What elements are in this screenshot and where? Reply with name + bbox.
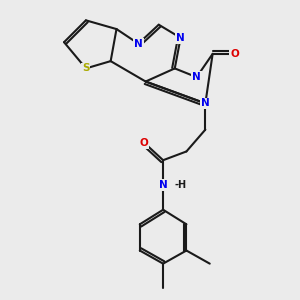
Text: N: N	[201, 98, 210, 108]
Text: N: N	[176, 33, 185, 43]
Text: S: S	[82, 63, 90, 74]
Text: N: N	[159, 180, 167, 190]
Text: O: O	[230, 49, 239, 59]
Text: N: N	[192, 72, 201, 82]
Text: O: O	[140, 138, 148, 148]
Text: -H: -H	[174, 180, 186, 190]
Text: N: N	[134, 39, 143, 49]
